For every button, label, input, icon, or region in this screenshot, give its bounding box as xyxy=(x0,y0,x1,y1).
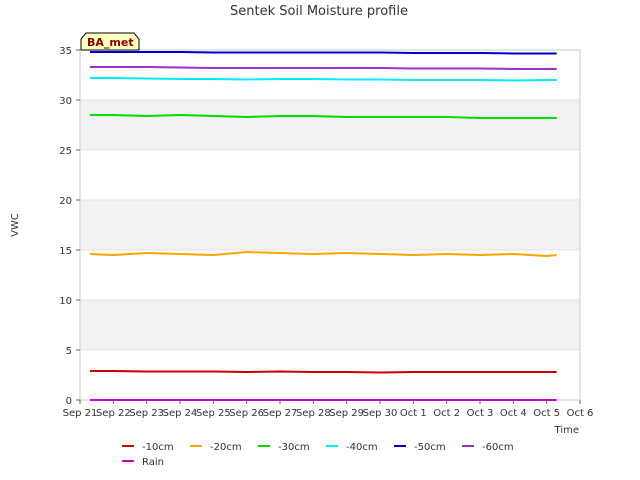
background-band xyxy=(80,300,580,350)
legend-label: -10cm xyxy=(142,442,174,453)
legend-label: -40cm xyxy=(346,442,378,453)
background-band xyxy=(80,100,580,150)
series-line-30cm xyxy=(90,114,557,119)
x-axis-label: Time xyxy=(554,425,579,436)
x-tick-label: Oct 2 xyxy=(433,408,460,419)
x-tick-label: Sep 25 xyxy=(196,408,231,419)
y-tick-label: 10 xyxy=(59,296,72,307)
x-tick-label: Sep 21 xyxy=(63,408,98,419)
legend-label: -30cm xyxy=(278,442,310,453)
background-band xyxy=(80,200,580,250)
legend-label: -50cm xyxy=(414,442,446,453)
y-tick-label: 25 xyxy=(59,146,72,157)
station-badge-box xyxy=(80,32,140,51)
x-tick-label: Sep 29 xyxy=(329,408,364,419)
x-tick-label: Oct 5 xyxy=(533,408,560,419)
series-line-10cm xyxy=(90,370,557,374)
station-badge: BA_met xyxy=(80,32,140,51)
background-bands xyxy=(80,100,580,350)
station-badge-label: BA_met xyxy=(87,36,134,49)
series-line-20cm xyxy=(89,251,557,257)
legend: -10cm -20cm -30cm -40cm -50cm -60cm Rain xyxy=(122,442,514,468)
x-tick-label: Sep 22 xyxy=(96,408,131,419)
x-tick-label: Sep 24 xyxy=(163,408,198,419)
x-tick-label: Oct 4 xyxy=(500,408,527,419)
legend-label: Rain xyxy=(142,457,164,468)
x-tick-label: Oct 3 xyxy=(467,408,494,419)
x-tick-label: Sep 27 xyxy=(263,408,298,419)
y-tick-label: 0 xyxy=(66,396,72,407)
series-line-60cm xyxy=(90,66,557,70)
y-tick-label: 20 xyxy=(59,196,72,207)
x-tick-label: Oct 1 xyxy=(400,408,427,419)
x-tick-label: Oct 6 xyxy=(567,408,594,419)
gridlines xyxy=(80,49,580,401)
legend-label: -20cm xyxy=(210,442,242,453)
x-tick-label: Sep 26 xyxy=(229,408,264,419)
y-tick-label: 5 xyxy=(66,346,72,357)
y-axis-label: VWC xyxy=(10,213,21,237)
y-tick-label: 15 xyxy=(59,246,72,257)
y-axis-ticks: 0 5 10 15 20 25 30 35 xyxy=(59,46,80,407)
series-lines xyxy=(89,51,557,401)
x-tick-label: Sep 28 xyxy=(296,408,331,419)
x-tick-label: Sep 30 xyxy=(363,408,398,419)
chart-title: Sentek Soil Moisture profile xyxy=(230,4,408,19)
legend-label: -60cm xyxy=(482,442,514,453)
x-tick-label: Sep 23 xyxy=(129,408,164,419)
series-line-50cm xyxy=(90,51,557,55)
series-line-40cm xyxy=(90,77,557,82)
y-tick-label: 30 xyxy=(59,96,72,107)
y-tick-label: 35 xyxy=(59,46,72,57)
